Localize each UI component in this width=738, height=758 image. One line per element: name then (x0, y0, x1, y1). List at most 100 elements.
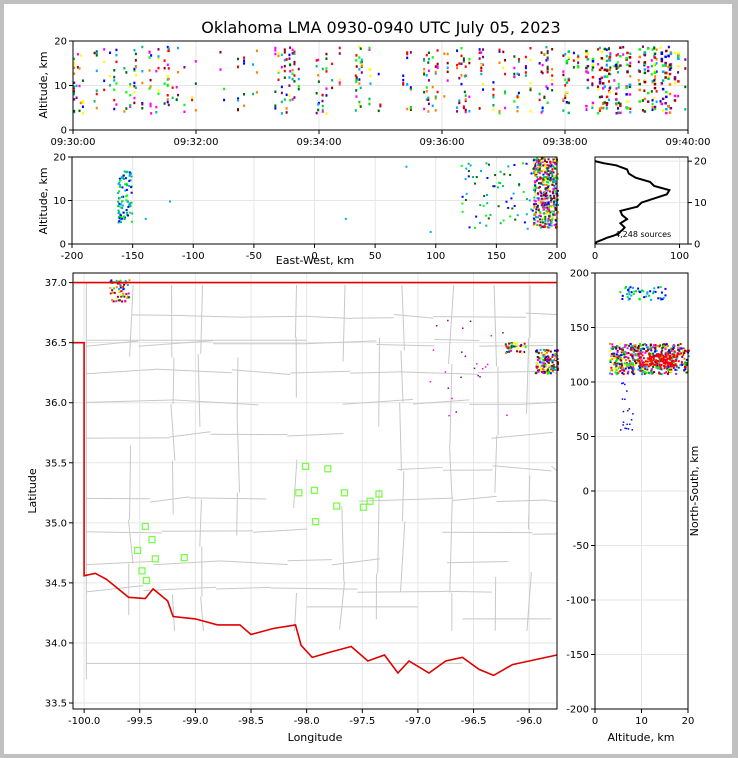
vhf-source (285, 58, 288, 61)
vhf-source (619, 54, 622, 58)
vhf-source (605, 103, 608, 107)
vhf-source (157, 92, 160, 96)
vhf-source (167, 49, 170, 53)
vhf-source (504, 72, 507, 76)
vhf-source (128, 279, 131, 282)
vhf-source (649, 352, 652, 355)
vhf-source (283, 98, 286, 101)
vhf-source (550, 170, 553, 173)
vhf-source (492, 93, 495, 97)
vhf-source (524, 71, 527, 74)
vhf-source (546, 355, 549, 358)
vhf-source (73, 109, 76, 113)
vhf-source (643, 97, 647, 101)
vhf-source (321, 110, 324, 113)
vhf-source (166, 45, 169, 49)
vhf-source (598, 81, 602, 85)
vhf-source (551, 353, 554, 356)
vhf-source (535, 208, 538, 211)
x-tick-label: -97.5 (349, 716, 375, 727)
vhf-source (542, 368, 545, 371)
vhf-source (682, 349, 685, 352)
vhf-source (551, 168, 554, 171)
vhf-source (536, 175, 539, 178)
vhf-source (642, 290, 645, 293)
vhf-source (524, 74, 527, 77)
vhf-source (141, 103, 144, 106)
vhf-source (638, 353, 641, 356)
vhf-source (653, 55, 656, 58)
vhf-source (684, 361, 687, 364)
vhf-source (544, 222, 547, 225)
vhf-source (562, 70, 565, 73)
vhf-source (667, 350, 670, 353)
vhf-source (567, 101, 571, 105)
vhf-source (650, 90, 653, 93)
vhf-source (542, 201, 545, 204)
vhf-source (545, 210, 548, 213)
county-line (155, 368, 232, 374)
vhf-source (545, 183, 548, 186)
vhf-source (317, 58, 320, 62)
vhf-source (554, 359, 557, 362)
vhf-source (532, 189, 535, 192)
y-tick-label: -150 (566, 650, 589, 661)
vhf-source (434, 72, 437, 75)
vhf-source (610, 347, 613, 350)
y-tick-label: 37.0 (45, 278, 67, 289)
vhf-source (541, 218, 544, 221)
vhf-source (650, 356, 653, 359)
vhf-source (654, 346, 657, 349)
vhf-source (613, 64, 616, 68)
vhf-source (628, 408, 631, 410)
vhf-source (167, 47, 170, 50)
vhf-source (549, 163, 552, 166)
vhf-source (638, 48, 642, 51)
vhf-source (612, 352, 615, 355)
vhf-source (667, 77, 670, 81)
vhf-source (600, 66, 604, 70)
vhf-source (624, 427, 626, 430)
vhf-source (633, 348, 636, 351)
vhf-source (540, 204, 543, 207)
vhf-source (651, 102, 654, 106)
vhf-source (672, 346, 675, 349)
vhf-source (667, 365, 670, 368)
vhf-source (115, 297, 118, 300)
vhf-source (625, 56, 628, 60)
vhf-source (95, 106, 98, 110)
vhf-source (354, 74, 357, 77)
vhf-source (502, 332, 504, 334)
vhf-source (668, 72, 672, 76)
vhf-source (122, 292, 125, 295)
vhf-source (577, 57, 580, 61)
vhf-source (653, 47, 656, 50)
vhf-source (125, 188, 128, 191)
vhf-source (118, 181, 121, 184)
vhf-source (542, 193, 545, 196)
county-line (245, 315, 308, 318)
vhf-source (544, 362, 547, 365)
lma-station-marker (141, 522, 149, 531)
county-line (270, 587, 358, 590)
vhf-source (280, 100, 283, 104)
vhf-source (465, 167, 468, 170)
vhf-source (129, 93, 132, 97)
ns-height-sources (609, 286, 690, 431)
county-line (491, 431, 553, 439)
vhf-source (510, 349, 513, 352)
vhf-source (609, 359, 612, 362)
vhf-source (544, 162, 547, 165)
vhf-source (685, 364, 688, 367)
vhf-source (79, 54, 82, 57)
vhf-source (479, 376, 481, 378)
vhf-source (597, 63, 600, 66)
vhf-source (293, 80, 296, 83)
vhf-source (475, 176, 478, 179)
vhf-source (661, 109, 665, 112)
x-tick-label: 09:30:00 (51, 137, 96, 148)
vhf-source (628, 64, 632, 68)
lma-station-marker (375, 490, 383, 498)
vhf-source (541, 157, 544, 160)
